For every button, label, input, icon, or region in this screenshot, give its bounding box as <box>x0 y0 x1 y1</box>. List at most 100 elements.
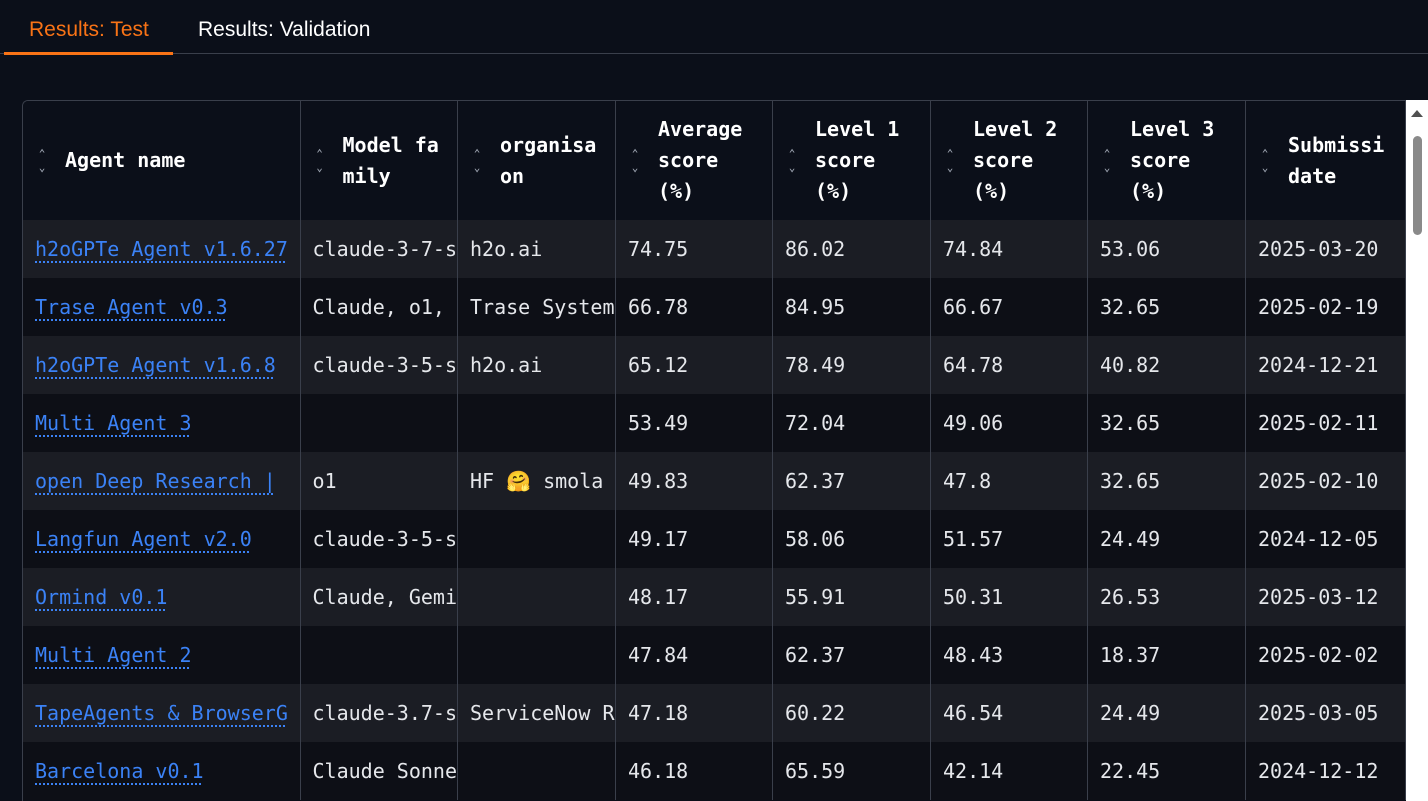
column-header-label: Model family <box>342 132 439 188</box>
cell-agent-name: open Deep Research | <box>23 452 301 510</box>
cell-submission-date: 2024-12-21 <box>1245 336 1406 394</box>
cell-model-family: claude-3-5-s <box>300 336 458 394</box>
sort-ascending-icon[interactable]: ⌃ <box>316 146 323 160</box>
table-row: TapeAgents & BrowserG claude-3.7-s Service… <box>23 684 1406 742</box>
sort-descending-icon[interactable]: ⌄ <box>38 160 46 174</box>
sort-icon[interactable]: ⌃ ⌄ <box>628 147 642 175</box>
cell-level3: 22.45 <box>1087 742 1246 800</box>
table-row: Barcelona v0.1 Claude Sonne 46.18 65.59 42.1… <box>23 742 1406 800</box>
cell-level3: 24.49 <box>1087 510 1246 568</box>
cell-submission-date: 2025-03-05 <box>1245 684 1406 742</box>
sort-ascending-icon[interactable]: ⌃ <box>946 146 954 160</box>
cell-level2: 46.54 <box>930 684 1088 742</box>
column-header-submission-date[interactable]: ⌃ ⌄ Submissi date <box>1245 101 1406 220</box>
column-header-label: Submissi date <box>1288 132 1385 188</box>
sort-descending-icon[interactable]: ⌄ <box>473 160 481 174</box>
table-row: Multi Agent 3 53.49 72.04 49.06 32.65 2025-02… <box>23 394 1406 452</box>
column-header-label: Average score (%) <box>658 117 743 203</box>
cell-submission-date: 2025-03-12 <box>1245 568 1406 626</box>
cell-average-score: 74.75 <box>615 220 773 278</box>
cell-organisation: h2o.ai <box>457 336 616 394</box>
cell-average-score: 46.18 <box>615 742 773 800</box>
column-header-model-family[interactable]: ⌃ ⌄ Model family <box>300 101 458 220</box>
cell-level2: 64.78 <box>930 336 1088 394</box>
cell-agent-name: Barcelona v0.1 <box>23 742 301 800</box>
cell-submission-date: 2025-02-02 <box>1245 626 1406 684</box>
cell-model-family <box>300 626 458 684</box>
column-header-agent-name[interactable]: ⌃ ⌄ Agent name <box>23 101 301 220</box>
sort-descending-icon[interactable]: ⌄ <box>316 160 323 174</box>
sort-icon[interactable]: ⌃ ⌄ <box>35 147 49 175</box>
sort-icon[interactable]: ⌃ ⌄ <box>470 147 484 175</box>
sort-descending-icon[interactable]: ⌄ <box>1103 160 1111 174</box>
column-header-label: Level 2 score (%) <box>973 117 1058 203</box>
sort-icon[interactable]: ⌃ ⌄ <box>1100 147 1114 175</box>
sort-ascending-icon[interactable]: ⌃ <box>1103 146 1111 160</box>
agent-name-link[interactable]: open Deep Research | <box>35 469 276 493</box>
agent-name-link[interactable]: Multi Agent 2 <box>35 643 192 667</box>
cell-level3: 32.65 <box>1087 278 1246 336</box>
cell-level1: 78.49 <box>772 336 931 394</box>
cell-level1: 65.59 <box>772 742 931 800</box>
sort-icon[interactable]: ⌃ ⌄ <box>943 147 957 175</box>
agent-name-link[interactable]: Ormind v0.1 <box>35 585 168 609</box>
agent-name-link[interactable]: TapeAgents & BrowserG <box>35 701 288 725</box>
cell-level3: 24.49 <box>1087 684 1246 742</box>
tab-bar: Results: Test Results: Validation <box>0 0 1428 55</box>
cell-model-family: Claude, Gemi <box>300 568 458 626</box>
cell-submission-date: 2024-12-05 <box>1245 510 1406 568</box>
agent-name-link[interactable]: h2oGPTe Agent v1.6.27 <box>35 237 288 261</box>
cell-level3: 32.65 <box>1087 452 1246 510</box>
sort-descending-icon[interactable]: ⌄ <box>946 160 954 174</box>
vertical-scrollbar[interactable] <box>1406 100 1428 801</box>
sort-ascending-icon[interactable]: ⌃ <box>631 146 639 160</box>
cell-submission-date: 2025-02-11 <box>1245 394 1406 452</box>
tab-results-validation[interactable]: Results: Validation <box>198 18 371 41</box>
cell-level2: 42.14 <box>930 742 1088 800</box>
cell-average-score: 47.84 <box>615 626 773 684</box>
cell-model-family: claude-3.7-s <box>300 684 458 742</box>
column-header-level1[interactable]: ⌃ ⌄ Level 1 score (%) <box>772 101 931 220</box>
agent-name-link[interactable]: h2oGPTe Agent v1.6.8 <box>35 353 276 377</box>
column-header-level2[interactable]: ⌃ ⌄ Level 2 score (%) <box>930 101 1088 220</box>
sort-icon[interactable]: ⌃ ⌄ <box>313 147 327 175</box>
cell-level2: 48.43 <box>930 626 1088 684</box>
column-header-level3[interactable]: ⌃ ⌄ Level 3 score (%) <box>1087 101 1246 220</box>
table-row: h2oGPTe Agent v1.6.8 claude-3-5-s h2o.ai 65… <box>23 336 1406 394</box>
cell-model-family <box>300 394 458 452</box>
cell-average-score: 47.18 <box>615 684 773 742</box>
agent-name-link[interactable]: Trase Agent v0.3 <box>35 295 228 319</box>
agent-name-link[interactable]: Langfun Agent v2.0 <box>35 527 252 551</box>
agent-name-link[interactable]: Multi Agent 3 <box>35 411 192 435</box>
table-row: Multi Agent 2 47.84 62.37 48.43 18.37 2025-02… <box>23 626 1406 684</box>
sort-icon[interactable]: ⌃ ⌄ <box>785 147 799 175</box>
cell-level1: 62.37 <box>772 452 931 510</box>
cell-model-family: Claude Sonne <box>300 742 458 800</box>
scroll-thumb[interactable] <box>1413 136 1422 235</box>
tab-results-test[interactable]: Results: Test <box>4 0 173 55</box>
cell-organisation <box>457 742 616 800</box>
cell-submission-date: 2025-02-19 <box>1245 278 1406 336</box>
cell-level2: 51.57 <box>930 510 1088 568</box>
cell-average-score: 53.49 <box>615 394 773 452</box>
scroll-up-arrow-icon[interactable] <box>1411 110 1423 117</box>
sort-descending-icon[interactable]: ⌄ <box>788 160 796 174</box>
cell-level1: 58.06 <box>772 510 931 568</box>
sort-ascending-icon[interactable]: ⌃ <box>1261 146 1269 160</box>
cell-organisation: ServiceNow R <box>457 684 616 742</box>
sort-descending-icon[interactable]: ⌄ <box>631 160 639 174</box>
cell-organisation <box>457 394 616 452</box>
table-row: h2oGPTe Agent v1.6.27 claude-3-7-s h2o.ai 7… <box>23 220 1406 278</box>
sort-ascending-icon[interactable]: ⌃ <box>473 146 481 160</box>
table-row: Ormind v0.1 Claude, Gemi 48.17 55.91 50.31 26… <box>23 568 1406 626</box>
sort-ascending-icon[interactable]: ⌃ <box>788 146 796 160</box>
column-header-organisation[interactable]: ⌃ ⌄ organisaon <box>457 101 616 220</box>
sort-ascending-icon[interactable]: ⌃ <box>38 146 46 160</box>
cell-average-score: 49.17 <box>615 510 773 568</box>
sort-descending-icon[interactable]: ⌄ <box>1261 160 1269 174</box>
column-header-average-score[interactable]: ⌃ ⌄ Average score (%) <box>615 101 773 220</box>
cell-average-score: 48.17 <box>615 568 773 626</box>
cell-organisation <box>457 626 616 684</box>
agent-name-link[interactable]: Barcelona v0.1 <box>35 759 204 783</box>
sort-icon[interactable]: ⌃ ⌄ <box>1258 147 1272 175</box>
